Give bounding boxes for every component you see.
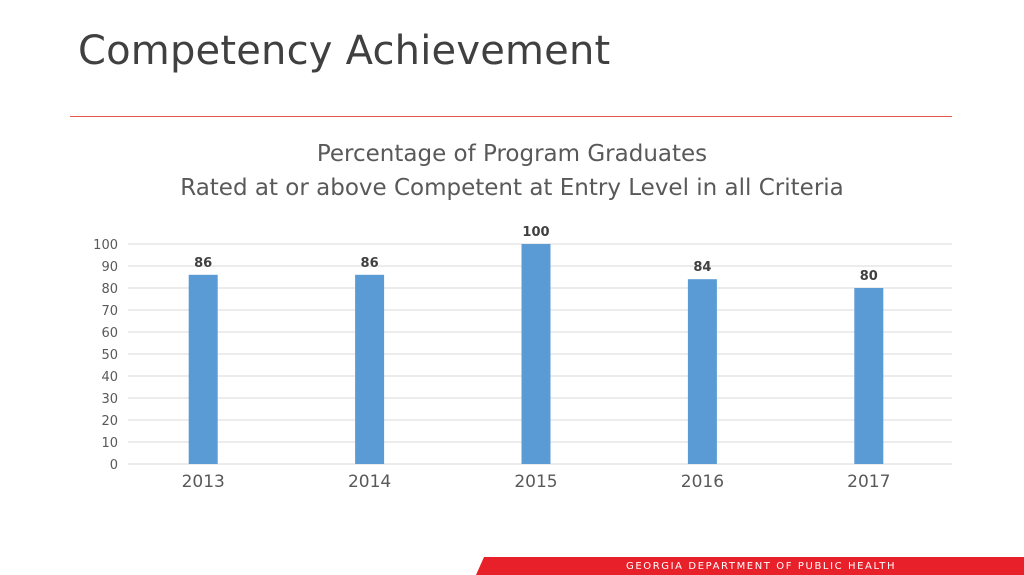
chart-title-line-1: Percentage of Program Graduates bbox=[316, 141, 708, 167]
bar bbox=[355, 274, 385, 464]
data-label: 100 bbox=[522, 225, 549, 240]
y-tick-label: 50 bbox=[101, 348, 118, 363]
y-tick-label: 60 bbox=[101, 326, 118, 341]
footer-org-name: GEORGIA DEPARTMENT OF PUBLIC HEALTH bbox=[626, 561, 897, 572]
y-tick-label: 40 bbox=[101, 370, 118, 385]
y-tick-label: 100 bbox=[93, 238, 118, 253]
x-tick-label: 2017 bbox=[847, 472, 890, 492]
x-tick-label: 2014 bbox=[348, 472, 391, 492]
x-tick-label: 2015 bbox=[514, 472, 557, 492]
y-tick-label: 10 bbox=[101, 436, 118, 451]
bar bbox=[521, 244, 551, 464]
bar bbox=[854, 288, 884, 464]
y-tick-label: 0 bbox=[110, 458, 118, 473]
y-tick-label: 20 bbox=[101, 414, 118, 429]
bar bbox=[687, 279, 717, 464]
data-label: 80 bbox=[860, 269, 878, 284]
x-tick-label: 2013 bbox=[182, 472, 225, 492]
data-label: 84 bbox=[693, 260, 711, 275]
data-label: 86 bbox=[194, 256, 212, 271]
bar bbox=[188, 274, 218, 464]
data-label: 86 bbox=[361, 256, 379, 271]
title-divider bbox=[70, 116, 952, 117]
chart-title-line-2: Rated at or above Competent at Entry Lev… bbox=[180, 175, 844, 201]
y-tick-label: 90 bbox=[101, 260, 118, 275]
y-tick-label: 70 bbox=[101, 304, 118, 319]
x-tick-label: 2016 bbox=[681, 472, 724, 492]
slide-title: Competency Achievement bbox=[78, 28, 611, 74]
footer-band bbox=[476, 557, 1024, 575]
y-tick-label: 80 bbox=[101, 282, 118, 297]
y-tick-label: 30 bbox=[101, 392, 118, 407]
